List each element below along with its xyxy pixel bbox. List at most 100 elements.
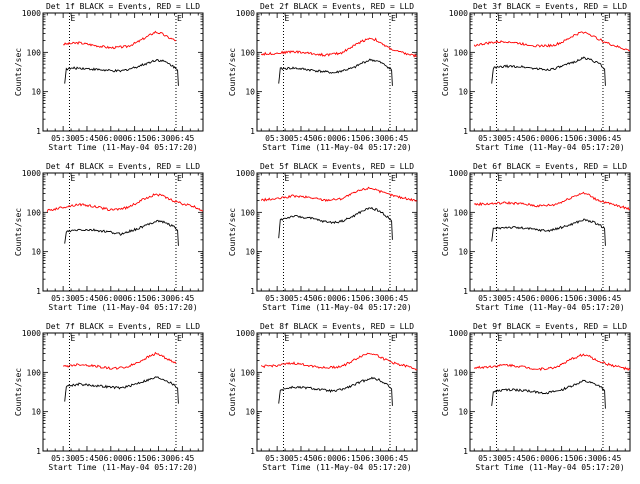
marker-label: E — [391, 14, 396, 23]
plot-frame — [42, 172, 204, 292]
chart-panel-9: Det 9f BLACK = Events, RED = LLD 1 10 100 10… — [441, 322, 631, 472]
x-tick-label: 06:45 — [170, 134, 194, 143]
x-tick-label: 06:00 — [526, 294, 550, 303]
chart-title: Det 9f BLACK = Events, RED = LLD — [473, 322, 627, 331]
chart-title: Det 7f BLACK = Events, RED = LLD — [46, 322, 200, 331]
lld-series-line — [473, 353, 631, 372]
chart-panel-5: Det 5f BLACK = Events, RED = LLD 1 10 100 10… — [228, 162, 418, 312]
y-tick-label: 10 — [31, 408, 41, 417]
x-tick-label: 06:15 — [123, 454, 147, 463]
marker-label: E — [177, 334, 182, 343]
chart-title: Det 5f BLACK = Events, RED = LLD — [260, 162, 414, 171]
y-tick-label: 1 — [463, 447, 468, 456]
marker-label: E — [391, 174, 396, 183]
lld-series-line — [63, 351, 177, 370]
x-axis-label: Start Time (11-May-04 05:17:20) — [48, 143, 197, 152]
x-tick-label: 06:15 — [337, 134, 361, 143]
plot-frame — [256, 332, 418, 452]
x-tick-label: 06:30 — [146, 294, 170, 303]
y-tick-label: 100 — [27, 48, 42, 57]
x-axis-label: Start Time (11-May-04 05:17:20) — [262, 463, 411, 472]
y-axis-label: Counts/sec — [441, 368, 450, 416]
marker-label: E — [604, 334, 609, 343]
x-tick-label: 06:00 — [526, 454, 550, 463]
chart-title: Det 4f BLACK = Events, RED = LLD — [46, 162, 200, 171]
lld-series-line — [260, 186, 418, 202]
plot-frame — [469, 12, 631, 132]
lld-series-line — [63, 30, 177, 50]
marker-label: E — [284, 174, 289, 183]
x-tick-label: 06:45 — [384, 134, 408, 143]
y-axis-label: Counts/sec — [228, 208, 237, 256]
x-tick-label: 05:45 — [75, 294, 99, 303]
events-series-line — [491, 379, 606, 409]
x-axis-label: Start Time (11-May-04 05:17:20) — [262, 303, 411, 312]
y-tick-label: 1 — [36, 447, 41, 456]
events-series-line — [278, 206, 393, 240]
x-tick-label: 06:00 — [313, 294, 337, 303]
y-tick-label: 1000 — [22, 169, 41, 178]
x-tick-label: 05:30 — [51, 134, 75, 143]
x-tick-label: 05:30 — [265, 134, 289, 143]
marker-label: E — [70, 174, 75, 183]
y-tick-label: 1000 — [22, 9, 41, 18]
y-tick-label: 10 — [245, 248, 255, 257]
chart-panel-3: Det 3f BLACK = Events, RED = LLD 1 10 100 10… — [441, 2, 631, 152]
x-tick-label: 06:00 — [313, 134, 337, 143]
marker-label: E — [391, 334, 396, 343]
plot-frame — [42, 12, 204, 132]
chart-panel-2: Det 2f BLACK = Events, RED = LLD 1 10 100 10… — [228, 2, 418, 152]
events-series-line — [64, 376, 179, 404]
x-tick-label: 05:45 — [289, 294, 313, 303]
marker-label: E — [284, 334, 289, 343]
marker-label: E — [497, 14, 502, 23]
events-series-line — [64, 219, 179, 246]
chart-title: Det 6f BLACK = Events, RED = LLD — [473, 162, 627, 171]
y-tick-label: 1000 — [449, 169, 468, 178]
chart-title: Det 1f BLACK = Events, RED = LLD — [46, 2, 200, 11]
x-tick-label: 05:45 — [75, 454, 99, 463]
marker-label: E — [604, 14, 609, 23]
marker-label: E — [70, 334, 75, 343]
marker-label: E — [177, 14, 182, 23]
plot-frame — [42, 332, 204, 452]
x-tick-label: 06:00 — [526, 134, 550, 143]
x-axis-label: Start Time (11-May-04 05:17:20) — [48, 463, 197, 472]
x-tick-label: 06:30 — [360, 454, 384, 463]
y-tick-label: 1000 — [236, 9, 255, 18]
lld-series-line — [260, 352, 418, 371]
plot-frame — [469, 172, 631, 292]
y-tick-label: 100 — [241, 368, 256, 377]
y-tick-label: 10 — [31, 88, 41, 97]
y-tick-label: 10 — [245, 408, 255, 417]
y-axis-label: Counts/sec — [14, 208, 23, 256]
x-tick-label: 06:15 — [550, 454, 574, 463]
chart-panel-8: Det 8f BLACK = Events, RED = LLD 1 10 100 10… — [228, 322, 418, 472]
marker-label: E — [604, 174, 609, 183]
x-tick-label: 06:00 — [99, 134, 123, 143]
marker-label: E — [177, 174, 182, 183]
x-axis-label: Start Time (11-May-04 05:17:20) — [262, 143, 411, 152]
y-axis-label: Counts/sec — [14, 48, 23, 96]
chart-title: Det 3f BLACK = Events, RED = LLD — [473, 2, 627, 11]
y-tick-label: 1000 — [449, 329, 468, 338]
chart-panel-7: Det 7f BLACK = Events, RED = LLD 1 10 100 10… — [14, 322, 204, 472]
y-tick-label: 1 — [250, 447, 255, 456]
y-axis-label: Counts/sec — [228, 368, 237, 416]
chart-panel-6: Det 6f BLACK = Events, RED = LLD 1 10 100 10… — [441, 162, 631, 312]
plot-frame — [469, 332, 631, 452]
y-tick-label: 1 — [250, 127, 255, 136]
plot-frame — [256, 12, 418, 132]
x-tick-label: 06:45 — [384, 454, 408, 463]
x-tick-label: 06:30 — [573, 134, 597, 143]
x-tick-label: 06:00 — [99, 454, 123, 463]
x-tick-label: 05:45 — [502, 294, 526, 303]
marker-label: E — [70, 14, 75, 23]
y-tick-label: 100 — [241, 208, 256, 217]
x-tick-label: 05:30 — [478, 134, 502, 143]
plot-frame — [256, 172, 418, 292]
x-axis-label: Start Time (11-May-04 05:17:20) — [475, 463, 624, 472]
x-tick-label: 06:15 — [337, 454, 361, 463]
